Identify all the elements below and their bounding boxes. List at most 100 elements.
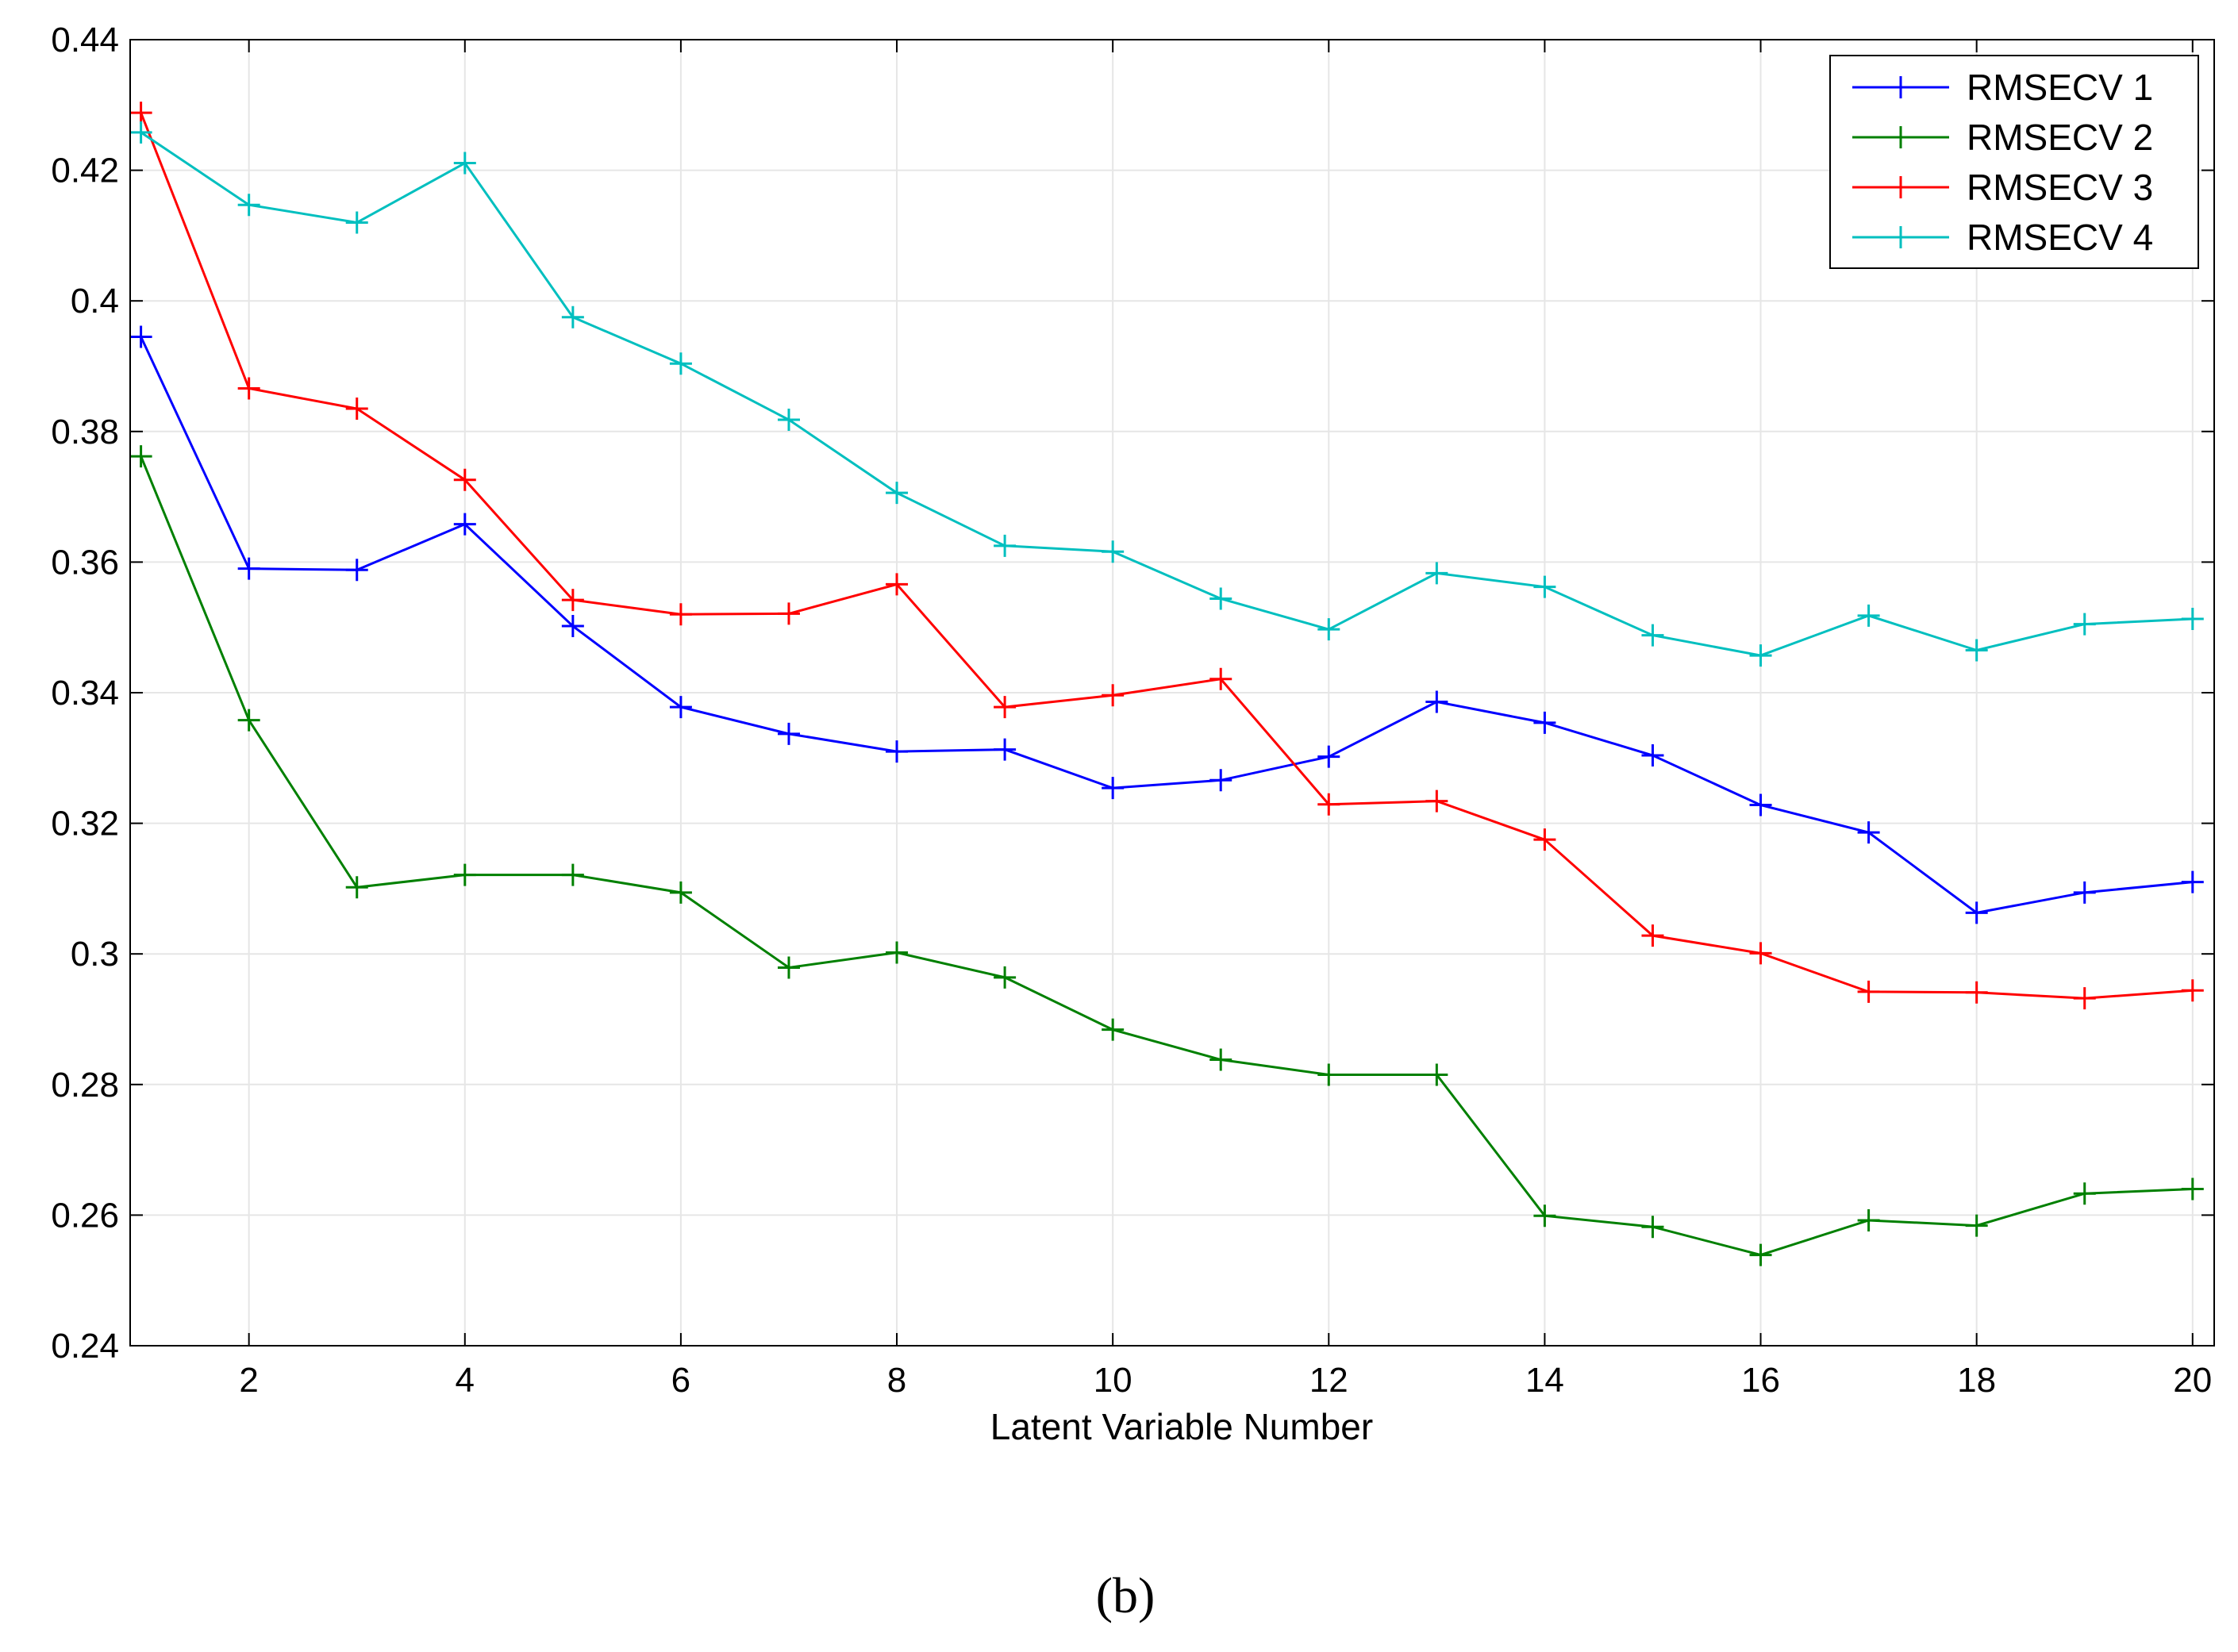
data-point-marker bbox=[1857, 821, 1880, 844]
series-4 bbox=[129, 121, 2204, 667]
series-line bbox=[140, 336, 2193, 914]
data-point-marker bbox=[1102, 540, 1125, 563]
data-point-marker bbox=[1857, 980, 1880, 1003]
y-tick-label: 0.44 bbox=[51, 21, 119, 60]
data-point-marker bbox=[2181, 979, 2204, 1002]
series-lines bbox=[129, 102, 2204, 1266]
data-point-marker bbox=[453, 468, 476, 491]
data-point-marker bbox=[237, 557, 260, 580]
data-point-marker bbox=[669, 881, 692, 904]
legend-marker bbox=[1890, 76, 1912, 98]
data-point-marker bbox=[1965, 981, 1988, 1004]
y-tick-label: 0.36 bbox=[51, 543, 119, 582]
x-tick-label: 10 bbox=[1094, 1361, 1132, 1400]
x-axis-title: Latent Variable Number bbox=[990, 1406, 1373, 1447]
y-tick-label: 0.4 bbox=[71, 282, 119, 321]
data-point-marker bbox=[561, 305, 584, 328]
y-tick-label: 0.34 bbox=[51, 674, 119, 713]
data-point-marker bbox=[1209, 667, 1232, 690]
y-tick-label: 0.26 bbox=[51, 1196, 119, 1235]
data-point-marker bbox=[994, 966, 1017, 989]
axis-ticks: 0.24 0.26 0.28 0.3 0.32 0.34 0.36 0.38 0.4 0.42 0.… bbox=[51, 21, 2214, 1400]
data-point-marker bbox=[669, 696, 692, 719]
series-3 bbox=[129, 102, 2204, 1010]
data-point-marker bbox=[345, 397, 368, 420]
data-point-marker bbox=[345, 559, 368, 582]
data-point-marker bbox=[1209, 769, 1232, 792]
data-point-marker bbox=[777, 408, 800, 431]
data-point-marker bbox=[345, 876, 368, 899]
legend-label: RMSECV 1 bbox=[1967, 67, 2153, 108]
data-point-marker bbox=[1317, 618, 1340, 641]
data-point-marker bbox=[1641, 1216, 1664, 1239]
y-tick-label: 0.24 bbox=[51, 1327, 119, 1366]
data-point-marker bbox=[129, 445, 152, 468]
y-tick-label: 0.28 bbox=[51, 1066, 119, 1105]
legend-box bbox=[1829, 55, 2199, 269]
data-point-marker bbox=[237, 194, 260, 217]
data-point-marker bbox=[2073, 987, 2096, 1010]
y-tick-label: 0.42 bbox=[51, 152, 119, 190]
x-tick-label: 18 bbox=[1957, 1361, 1996, 1400]
data-point-marker bbox=[1641, 744, 1664, 767]
series-1 bbox=[129, 325, 2204, 924]
data-point-marker bbox=[886, 941, 909, 964]
x-tick-label: 8 bbox=[887, 1361, 906, 1400]
legend-entry: RMSECV 4 bbox=[1852, 217, 2153, 258]
data-point-marker bbox=[1749, 793, 1772, 816]
legend-entry: RMSECV 1 bbox=[1852, 67, 2153, 108]
data-point-marker bbox=[129, 102, 152, 125]
series-line bbox=[140, 455, 2193, 1257]
data-point-marker bbox=[1102, 777, 1125, 800]
data-point-marker bbox=[1209, 1048, 1232, 1071]
data-point-marker bbox=[1965, 1214, 1988, 1237]
legend-label: RMSECV 2 bbox=[1967, 117, 2153, 158]
data-point-marker bbox=[453, 513, 476, 536]
data-point-marker bbox=[1425, 1063, 1448, 1086]
data-point-marker bbox=[1425, 562, 1448, 585]
data-point-marker bbox=[345, 211, 368, 234]
data-point-marker bbox=[1209, 587, 1232, 610]
data-point-marker bbox=[2073, 1182, 2096, 1205]
legend-marker bbox=[1890, 176, 1912, 198]
data-point-marker bbox=[2181, 608, 2204, 631]
data-point-marker bbox=[1425, 790, 1448, 813]
data-point-marker bbox=[886, 573, 909, 596]
data-point-marker bbox=[777, 602, 800, 625]
data-point-marker bbox=[1749, 644, 1772, 667]
data-point-marker bbox=[669, 603, 692, 626]
x-tick-label: 12 bbox=[1309, 1361, 1348, 1400]
y-tick-label: 0.32 bbox=[51, 805, 119, 843]
series-line bbox=[140, 112, 2193, 1000]
series-line bbox=[140, 131, 2193, 657]
data-point-marker bbox=[129, 121, 152, 144]
data-point-marker bbox=[237, 377, 260, 400]
data-point-marker bbox=[1102, 1018, 1125, 1041]
series-2 bbox=[129, 445, 2204, 1266]
data-point-marker bbox=[561, 615, 584, 638]
data-point-marker bbox=[1857, 604, 1880, 627]
legend: RMSECV 1 RMSECV 2 RMSECV 3 RMSECV 4 bbox=[1829, 55, 2199, 269]
data-point-marker bbox=[1533, 828, 1556, 851]
data-point-marker bbox=[886, 740, 909, 763]
data-point-marker bbox=[1749, 942, 1772, 965]
data-point-marker bbox=[669, 352, 692, 375]
y-tick-label: 0.3 bbox=[71, 935, 119, 974]
data-point-marker bbox=[777, 722, 800, 745]
figure-caption: (b) bbox=[1096, 1567, 1156, 1623]
data-point-marker bbox=[561, 863, 584, 886]
data-point-marker bbox=[453, 863, 476, 886]
data-point-marker bbox=[1641, 924, 1664, 947]
x-tick-label: 16 bbox=[1741, 1361, 1780, 1400]
data-point-marker bbox=[2073, 613, 2096, 636]
data-point-marker bbox=[1641, 624, 1664, 647]
y-tick-label: 0.38 bbox=[51, 413, 119, 451]
legend-label: RMSECV 4 bbox=[1967, 217, 2153, 258]
data-point-marker bbox=[1102, 684, 1125, 707]
data-point-marker bbox=[1317, 745, 1340, 768]
data-point-marker bbox=[994, 534, 1017, 557]
x-tick-label: 4 bbox=[456, 1361, 475, 1400]
x-tick-label: 14 bbox=[1525, 1361, 1564, 1400]
data-point-marker bbox=[1317, 1063, 1340, 1086]
